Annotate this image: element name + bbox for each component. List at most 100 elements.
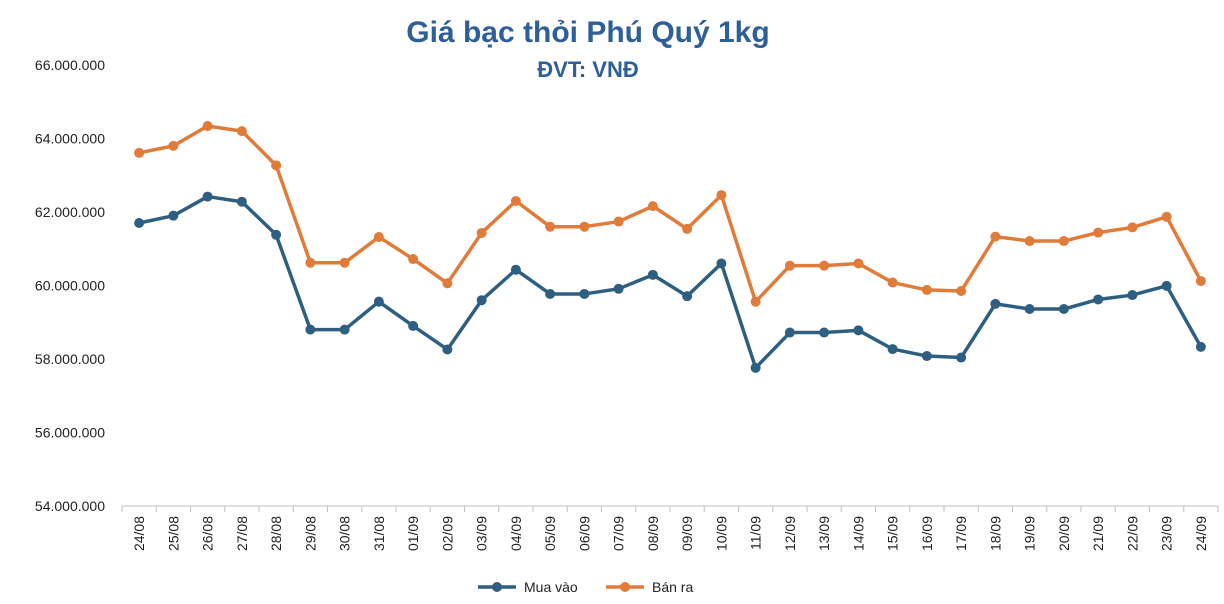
data-point — [1161, 280, 1172, 291]
data-point — [202, 191, 213, 202]
x-tick-label: 01/09 — [405, 516, 421, 551]
y-tick-label: 54.000.000 — [35, 498, 105, 514]
data-point — [1195, 341, 1206, 352]
series-line — [137, 194, 1203, 370]
data-point — [921, 351, 932, 362]
data-point — [408, 320, 419, 331]
x-tick-label: 13/09 — [816, 516, 832, 551]
x-tick-label: 31/08 — [371, 516, 387, 551]
data-point — [1161, 211, 1172, 222]
x-tick-label: 26/08 — [200, 516, 216, 551]
x-tick-label: 22/09 — [1124, 516, 1140, 551]
data-point — [682, 291, 693, 302]
data-point — [476, 295, 487, 306]
data-point — [956, 352, 967, 363]
x-tick-label: 14/09 — [850, 516, 866, 551]
x-tick-label: 25/08 — [165, 516, 181, 551]
x-tick-label: 19/09 — [1022, 516, 1038, 551]
legend-item: Bán ra — [606, 579, 693, 595]
x-tick-label: 12/09 — [782, 516, 798, 551]
legend-marker — [620, 582, 630, 592]
data-point — [1058, 304, 1069, 315]
data-point — [716, 258, 727, 269]
data-point — [750, 362, 761, 373]
data-point — [613, 216, 624, 227]
x-tick-label: 17/09 — [953, 516, 969, 551]
series-ban-ra — [134, 121, 1206, 307]
data-point — [887, 344, 898, 355]
x-axis: 24/08 25/08 26/08 27/08 28/08 29/08 30/08 31/08… — [121, 505, 1219, 551]
data-point — [168, 140, 179, 151]
x-tick-label: 06/09 — [576, 516, 592, 551]
data-point — [305, 324, 316, 335]
data-point — [271, 229, 282, 240]
x-tick-label: 29/08 — [302, 516, 318, 551]
x-tick-label: 08/09 — [645, 516, 661, 551]
data-point — [956, 286, 967, 297]
chart-subtitle: ĐVT: VNĐ — [537, 57, 638, 82]
data-point — [579, 288, 590, 299]
data-point — [373, 231, 384, 242]
data-point — [716, 190, 727, 201]
data-point — [990, 231, 1001, 242]
x-tick-label: 02/09 — [439, 516, 455, 551]
chart-title: Giá bạc thỏi Phú Quý 1kg — [406, 16, 769, 49]
data-point — [579, 221, 590, 232]
data-point — [1058, 236, 1069, 247]
data-point — [202, 121, 213, 132]
data-point — [271, 160, 282, 171]
x-tick-label: 20/09 — [1056, 516, 1072, 551]
data-point — [339, 257, 350, 268]
data-point — [339, 324, 350, 335]
y-axis-labels: 54.000.000 56.000.000 58.000.000 60.000.000… — [35, 57, 105, 514]
data-point — [1195, 276, 1206, 287]
data-point — [819, 327, 830, 338]
legend: Mua vào Bán ra — [478, 579, 693, 595]
y-tick-label: 62.000.000 — [35, 204, 105, 220]
data-point — [819, 260, 830, 271]
x-tick-label: 04/09 — [508, 516, 524, 551]
data-point — [373, 296, 384, 307]
data-point — [510, 195, 521, 206]
data-point — [236, 126, 247, 137]
data-point — [1024, 304, 1035, 315]
x-tick-label: 03/09 — [474, 516, 490, 551]
data-point — [476, 227, 487, 238]
x-tick-label: 28/08 — [268, 516, 284, 551]
x-tick-label: 11/09 — [748, 516, 764, 550]
x-tick-label: 27/08 — [234, 516, 250, 551]
y-tick-label: 60.000.000 — [35, 278, 105, 294]
x-tick-label: 15/09 — [885, 516, 901, 551]
data-point — [887, 277, 898, 288]
y-tick-label: 56.000.000 — [35, 425, 105, 441]
y-tick-label: 58.000.000 — [35, 351, 105, 367]
x-tick-label: 30/08 — [337, 516, 353, 551]
x-tick-label: 09/09 — [679, 516, 695, 551]
legend-marker — [492, 582, 502, 592]
data-point — [647, 201, 658, 212]
data-point — [1093, 294, 1104, 305]
data-point — [510, 264, 521, 275]
data-point — [990, 298, 1001, 309]
data-point — [134, 218, 145, 229]
x-tick-label: 24/09 — [1193, 516, 1209, 551]
x-tick-label: 16/09 — [919, 516, 935, 551]
y-tick-label: 66.000.000 — [35, 57, 105, 73]
data-point — [853, 258, 864, 269]
data-point — [168, 210, 179, 221]
series-line — [137, 124, 1203, 304]
series-mua-vao — [134, 191, 1206, 373]
y-tick-label: 64.000.000 — [35, 131, 105, 147]
x-tick-label: 18/09 — [987, 516, 1003, 551]
legend-label: Mua vào — [524, 579, 578, 595]
x-tick-label: 10/09 — [713, 516, 729, 551]
legend-item: Mua vào — [478, 579, 578, 595]
data-point — [750, 296, 761, 307]
data-point — [1127, 290, 1138, 301]
data-point — [1024, 236, 1035, 247]
data-point — [1093, 227, 1104, 238]
series-layer — [134, 121, 1206, 373]
x-tick-label: 05/09 — [542, 516, 558, 551]
